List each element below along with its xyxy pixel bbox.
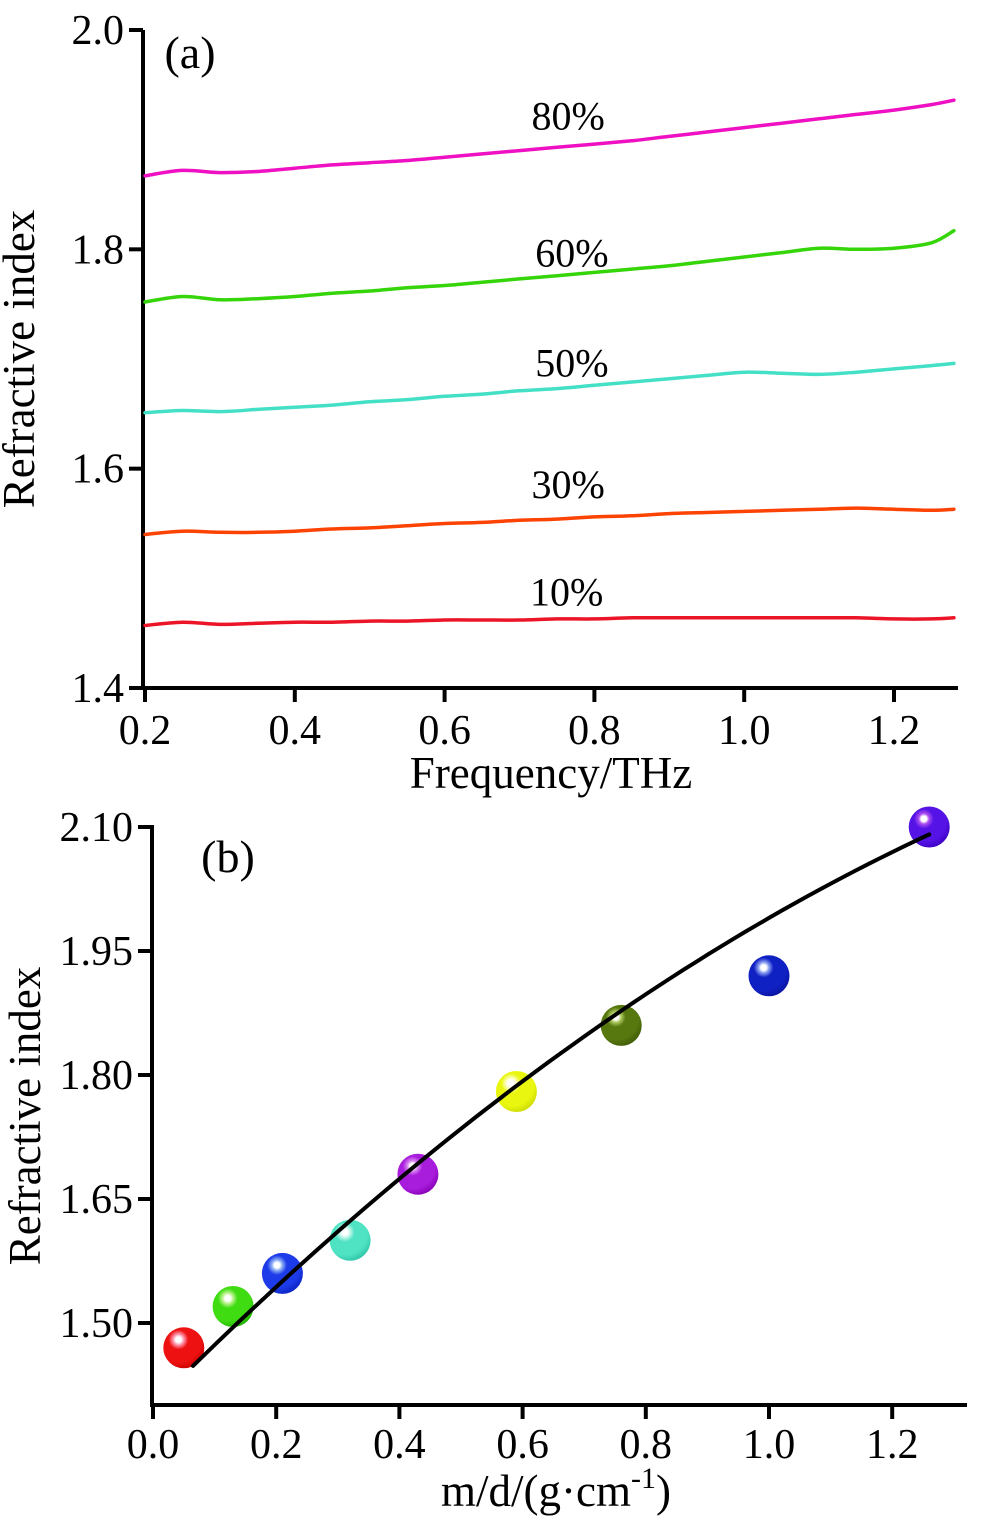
y-tick-label: 1.50 bbox=[60, 1301, 134, 1347]
fit-curve bbox=[191, 832, 932, 1368]
series-label-30%: 30% bbox=[532, 462, 605, 507]
data-point-sphere-turquoise bbox=[329, 1219, 371, 1261]
panel-a-tick-labels: 1.4 1.6 1.8 2.0 0.2 0.4 0.6 0.8 1.0 1.2 bbox=[72, 8, 921, 754]
series-line-10% bbox=[143, 615, 956, 628]
panel-b-tick-labels: 1.50 1.65 1.80 1.95 2.10 0.0 0.2 0.4 0.6 0.8 1.0 1.… bbox=[60, 805, 919, 1468]
x-tick-label: 0.2 bbox=[119, 708, 172, 754]
y-tick-label: 2.10 bbox=[60, 805, 134, 851]
x-tick-label: 0.4 bbox=[269, 708, 322, 754]
x-tick-label: 1.0 bbox=[718, 708, 771, 754]
data-point-sphere-red bbox=[163, 1327, 205, 1369]
series-label-50%: 50% bbox=[535, 340, 608, 385]
panel-a-tag: (a) bbox=[164, 27, 215, 78]
series-line-50% bbox=[143, 361, 956, 415]
panel-a-line-series bbox=[143, 98, 956, 628]
x-tick-label: 0.8 bbox=[620, 1422, 673, 1468]
panel-b-tag: (b) bbox=[201, 831, 255, 882]
x-tick-label: 0.0 bbox=[127, 1422, 180, 1468]
panel-b-data-points bbox=[163, 806, 950, 1369]
panel-b-fit-curve-layer bbox=[191, 832, 932, 1368]
x-tick-label: 0.6 bbox=[418, 708, 471, 754]
x-tick-label: 1.2 bbox=[868, 708, 921, 754]
data-point-sphere-purple bbox=[397, 1153, 439, 1195]
series-label-80%: 80% bbox=[532, 94, 605, 139]
x-tick-label: 0.8 bbox=[568, 708, 621, 754]
x-tick-label: 0.2 bbox=[250, 1422, 303, 1468]
series-line-60% bbox=[143, 228, 956, 304]
panel-b-tick-marks bbox=[138, 825, 895, 1419]
y-tick-label: 1.6 bbox=[72, 447, 125, 493]
y-tick-label: 2.0 bbox=[72, 8, 125, 54]
panel-b-axes bbox=[150, 825, 967, 1407]
data-point-sphere-olive bbox=[600, 1004, 642, 1046]
x-tick-label: 0.6 bbox=[496, 1422, 549, 1468]
panel-b-y-axis-label: Refractive index bbox=[0, 967, 50, 1266]
x-tick-label: 0.4 bbox=[373, 1422, 426, 1468]
data-point-sphere-darkblue bbox=[748, 955, 790, 997]
data-point-sphere-green bbox=[212, 1286, 254, 1327]
series-label-60%: 60% bbox=[535, 231, 608, 276]
series-line-30% bbox=[143, 506, 956, 537]
panel-b-axis-frame bbox=[150, 825, 967, 1407]
panel-a-series-labels: 80% 60% 50% 30% 10% bbox=[530, 94, 609, 615]
x-tick-label: 1.2 bbox=[866, 1422, 919, 1468]
y-tick-label: 1.4 bbox=[72, 666, 125, 712]
y-tick-label: 1.95 bbox=[60, 929, 134, 975]
y-tick-label: 1.8 bbox=[72, 227, 125, 273]
series-label-10%: 10% bbox=[530, 569, 603, 614]
panel-a-y-axis-label: Refractive index bbox=[0, 210, 44, 509]
data-point-sphere-yellow bbox=[495, 1071, 537, 1112]
x-tick-label: 1.0 bbox=[743, 1422, 796, 1468]
y-tick-label: 1.80 bbox=[60, 1053, 134, 1099]
y-tick-label: 1.65 bbox=[60, 1177, 134, 1223]
data-point-sphere-blue bbox=[261, 1252, 303, 1294]
series-line-80% bbox=[143, 98, 956, 178]
panel-a-x-axis-label: Frequency/THz bbox=[410, 748, 692, 798]
panel-b-x-axis-label: m/d/(g·cm-1) bbox=[441, 1462, 671, 1516]
panel-a-tick-marks bbox=[129, 28, 896, 702]
